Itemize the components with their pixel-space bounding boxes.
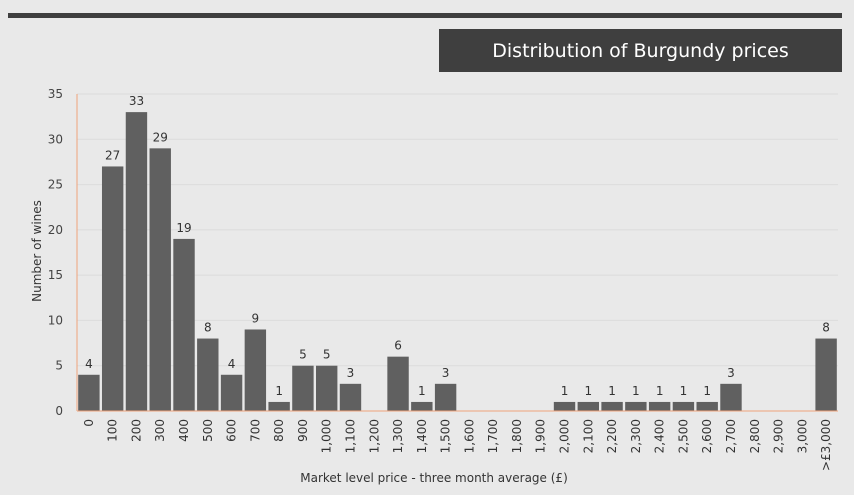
y-tick-labels: 0 5 10 15 20 25 30 35 bbox=[48, 87, 63, 418]
bar bbox=[577, 401, 599, 411]
bar bbox=[268, 401, 290, 411]
x-tick-label: 2,100 bbox=[581, 419, 595, 453]
x-tick-labels: 0 100 200 300 400 500 600 700 800 900 1,000 1,100 1,… bbox=[82, 419, 833, 471]
bar bbox=[672, 401, 695, 411]
data-label: 3 bbox=[727, 366, 735, 380]
data-label: 1 bbox=[656, 384, 664, 398]
y-tick-label: 5 bbox=[55, 359, 63, 373]
data-labels: 4 27 33 29 19 8 4 9 1 5 5 3 6 1 3 1 1 1 1 1 1 1 3 8 bbox=[85, 94, 830, 398]
x-tick-label: 500 bbox=[201, 419, 215, 442]
x-tick-label: 0 bbox=[82, 419, 96, 427]
x-tick-label: 900 bbox=[296, 419, 310, 442]
y-tick-label: 25 bbox=[48, 178, 63, 192]
data-label: 1 bbox=[632, 384, 640, 398]
data-label: 4 bbox=[85, 357, 93, 371]
data-label: 1 bbox=[418, 384, 426, 398]
bar bbox=[411, 401, 433, 411]
x-tick-label: 1,300 bbox=[391, 419, 405, 453]
top-rule bbox=[8, 13, 842, 18]
bar bbox=[173, 238, 195, 411]
data-label: 5 bbox=[323, 348, 331, 362]
x-tick-label: 1,200 bbox=[367, 419, 381, 453]
y-tick-label: 15 bbox=[48, 268, 63, 282]
data-label: 3 bbox=[442, 366, 450, 380]
data-label: 27 bbox=[105, 148, 120, 162]
data-label: 9 bbox=[252, 311, 260, 325]
x-tick-label: 1,800 bbox=[510, 419, 524, 453]
y-tick-label: 0 bbox=[55, 404, 63, 418]
bar bbox=[696, 401, 718, 411]
y-tick-label: 20 bbox=[48, 223, 63, 237]
x-axis-title: Market level price - three month average… bbox=[300, 471, 568, 485]
data-label: 8 bbox=[822, 321, 830, 335]
data-label: 1 bbox=[584, 384, 592, 398]
x-tick-label: 1,400 bbox=[415, 419, 429, 453]
x-tick-label: 1,500 bbox=[439, 419, 453, 453]
bar bbox=[316, 365, 338, 411]
x-tick-label: 2,200 bbox=[605, 419, 619, 453]
bar bbox=[720, 383, 742, 411]
bar bbox=[125, 112, 148, 411]
x-tick-label: 1,700 bbox=[486, 419, 500, 453]
data-label: 1 bbox=[703, 384, 711, 398]
x-tick-label: 100 bbox=[106, 419, 120, 442]
bar bbox=[601, 401, 623, 411]
y-tick-label: 10 bbox=[48, 313, 63, 327]
y-tick-label: 35 bbox=[48, 87, 63, 101]
data-label: 3 bbox=[347, 366, 355, 380]
bar bbox=[387, 356, 409, 411]
data-label: 1 bbox=[561, 384, 569, 398]
axes bbox=[76, 94, 838, 412]
data-label: 1 bbox=[275, 384, 283, 398]
data-label: 1 bbox=[680, 384, 688, 398]
x-tick-label: 1,600 bbox=[462, 419, 476, 453]
x-tick-label: 2,600 bbox=[700, 419, 714, 453]
bar bbox=[434, 383, 457, 411]
bar bbox=[197, 338, 219, 411]
bar bbox=[292, 365, 314, 411]
bar bbox=[339, 383, 362, 411]
x-tick-label: 1,900 bbox=[534, 419, 548, 453]
x-tick-label: 3,000 bbox=[795, 419, 809, 453]
data-label: 19 bbox=[176, 221, 191, 235]
x-tick-label: 300 bbox=[153, 419, 167, 442]
x-tick-label: 200 bbox=[129, 419, 143, 442]
bar bbox=[815, 338, 837, 411]
data-label: 6 bbox=[394, 339, 402, 353]
chart-title: Distribution of Burgundy prices bbox=[439, 29, 842, 72]
data-label: 4 bbox=[228, 357, 236, 371]
x-tick-label: 1,000 bbox=[320, 419, 334, 453]
bar bbox=[101, 166, 124, 411]
x-tick-label: 800 bbox=[272, 419, 286, 442]
x-tick-label: 1,100 bbox=[343, 419, 357, 453]
x-tick-label: 400 bbox=[177, 419, 191, 442]
x-tick-label: 2,300 bbox=[629, 419, 643, 453]
bar bbox=[648, 401, 671, 411]
y-tick-label: 30 bbox=[48, 132, 63, 146]
x-tick-label: 2,800 bbox=[748, 419, 762, 453]
data-label: 33 bbox=[129, 94, 144, 108]
data-label: 5 bbox=[299, 348, 307, 362]
bar bbox=[625, 401, 647, 411]
x-tick-label: 700 bbox=[248, 419, 262, 442]
y-axis-title: Number of wines bbox=[30, 200, 44, 302]
x-tick-label: 2,500 bbox=[676, 419, 690, 453]
x-tick-label: 600 bbox=[225, 419, 239, 442]
x-tick-label: >£3,000 bbox=[819, 419, 833, 471]
x-tick-label: 2,700 bbox=[724, 419, 738, 453]
bar bbox=[220, 374, 243, 411]
x-tick-label: 2,000 bbox=[558, 419, 572, 453]
x-tick-label: 2,400 bbox=[653, 419, 667, 453]
data-label: 8 bbox=[204, 321, 212, 335]
bar bbox=[78, 374, 100, 411]
x-tick-label: 2,900 bbox=[772, 419, 786, 453]
data-label: 1 bbox=[608, 384, 616, 398]
bar bbox=[244, 329, 267, 411]
bar bbox=[149, 148, 171, 412]
bar bbox=[553, 401, 576, 411]
data-label: 29 bbox=[153, 130, 168, 144]
bars bbox=[78, 112, 837, 412]
